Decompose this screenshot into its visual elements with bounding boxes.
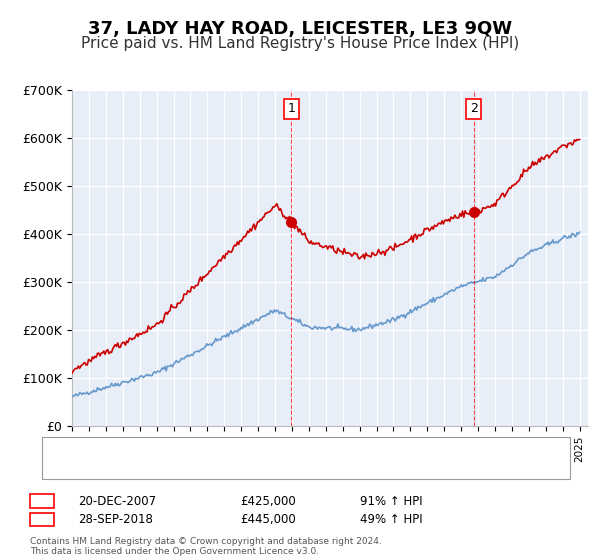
Text: £425,000: £425,000: [240, 494, 296, 508]
Text: £445,000: £445,000: [240, 513, 296, 526]
Text: 2: 2: [470, 102, 478, 115]
Text: HPI: Average price, detached house, Leicester: HPI: Average price, detached house, Leic…: [81, 461, 338, 472]
Text: 49% ↑ HPI: 49% ↑ HPI: [360, 513, 422, 526]
Text: 2: 2: [38, 515, 46, 525]
Text: 37, LADY HAY ROAD, LEICESTER, LE3 9QW: 37, LADY HAY ROAD, LEICESTER, LE3 9QW: [88, 20, 512, 38]
Text: Price paid vs. HM Land Registry's House Price Index (HPI): Price paid vs. HM Land Registry's House …: [81, 36, 519, 52]
Text: 91% ↑ HPI: 91% ↑ HPI: [360, 494, 422, 508]
Text: 20-DEC-2007: 20-DEC-2007: [78, 494, 156, 508]
Text: 37, LADY HAY ROAD, LEICESTER, LE3 9QW (detached house): 37, LADY HAY ROAD, LEICESTER, LE3 9QW (d…: [81, 443, 419, 453]
Text: Contains HM Land Registry data © Crown copyright and database right 2024.: Contains HM Land Registry data © Crown c…: [30, 537, 382, 546]
Text: 1: 1: [287, 102, 295, 115]
Text: This data is licensed under the Open Government Licence v3.0.: This data is licensed under the Open Gov…: [30, 547, 319, 556]
Text: 28-SEP-2018: 28-SEP-2018: [78, 513, 153, 526]
Text: 1: 1: [38, 496, 46, 506]
